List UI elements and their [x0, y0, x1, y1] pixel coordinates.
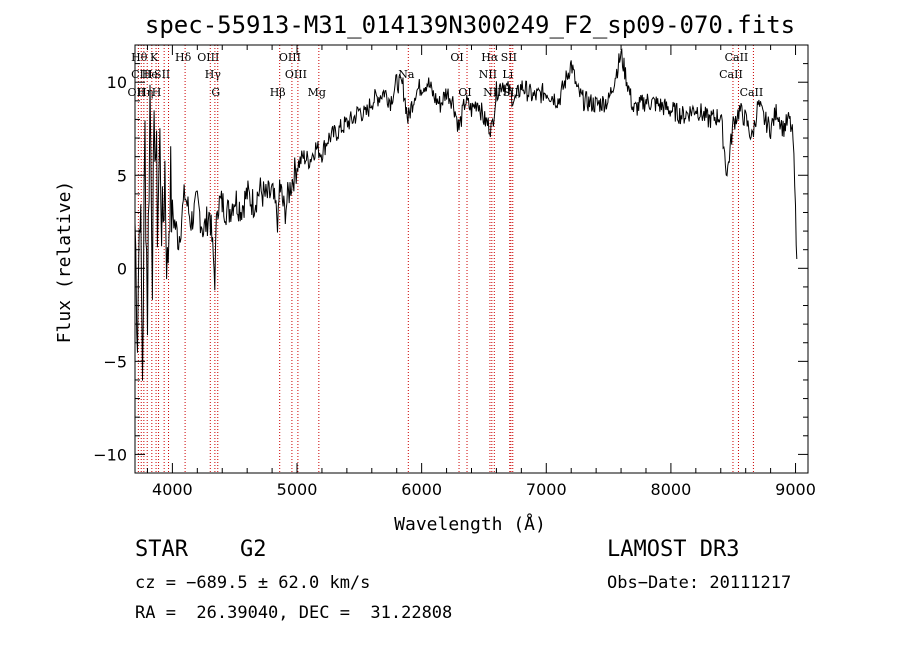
line-label: He [142, 68, 158, 81]
line-label: CIII [131, 68, 152, 81]
x-tick-label: 4000 [152, 480, 193, 499]
x-tick-label: 5000 [277, 480, 318, 499]
line-label: SII [154, 68, 170, 81]
line-label: Hα [481, 51, 499, 64]
y-tick-label: 10 [107, 73, 127, 92]
line-label: Hγ [205, 68, 222, 81]
x-tick-label: 8000 [651, 480, 692, 499]
line-label: Na [398, 68, 415, 81]
object-class: STAR [135, 537, 188, 562]
line-label: NII [479, 68, 497, 81]
line-label: Hβ [270, 86, 286, 99]
line-label: SII [501, 51, 517, 64]
line-label: Mg [308, 86, 326, 99]
x-tick-label: 7000 [526, 480, 567, 499]
line-label: Hθ [131, 51, 148, 64]
survey-name: LAMOST DR3 [607, 537, 740, 562]
x-tick-label: 9000 [775, 480, 816, 499]
y-axis-label: Flux (relative) [54, 181, 75, 344]
x-axis-ticks: 4000 5000 6000 7000 8000 9000 [146, 45, 816, 499]
line-label: CaII [740, 86, 764, 99]
line-label: Hδ [175, 51, 192, 64]
coordinates: RA = 26.39040, DEC = 31.22808 [135, 603, 453, 623]
line-label: Li [502, 68, 513, 81]
line-label: OIII [197, 51, 219, 64]
x-tick-label: 6000 [401, 480, 442, 499]
line-label: Hη [137, 86, 153, 99]
redshift-velocity: cz = −689.5 ± 62.0 km/s [135, 573, 371, 593]
line-label: OIII [279, 51, 301, 64]
line-label: OI [458, 86, 471, 99]
line-label: OIII [285, 68, 307, 81]
chart-title: spec-55913-M31_014139N300249_F2_sp09-070… [145, 11, 795, 39]
line-label: CaII [719, 68, 743, 81]
line-label: H [152, 86, 162, 99]
y-tick-label: 5 [117, 166, 127, 185]
y-tick-label: −10 [93, 445, 127, 464]
object-subclass: G2 [240, 537, 267, 562]
x-axis-label: Wavelength (Å) [394, 513, 546, 535]
line-label: K [150, 51, 159, 64]
line-label: CaII [725, 51, 749, 64]
line-label: OII [128, 86, 146, 99]
observation-date: Obs−Date: 20111217 [607, 573, 792, 593]
y-axis-ticks: −10 −5 0 5 10 [93, 44, 808, 474]
y-tick-label: 0 [117, 259, 127, 278]
flux-line [134, 48, 798, 381]
line-label: OI [450, 51, 463, 64]
line-label: G [211, 86, 220, 99]
y-tick-label: −5 [103, 352, 127, 371]
flux-series [134, 48, 798, 381]
